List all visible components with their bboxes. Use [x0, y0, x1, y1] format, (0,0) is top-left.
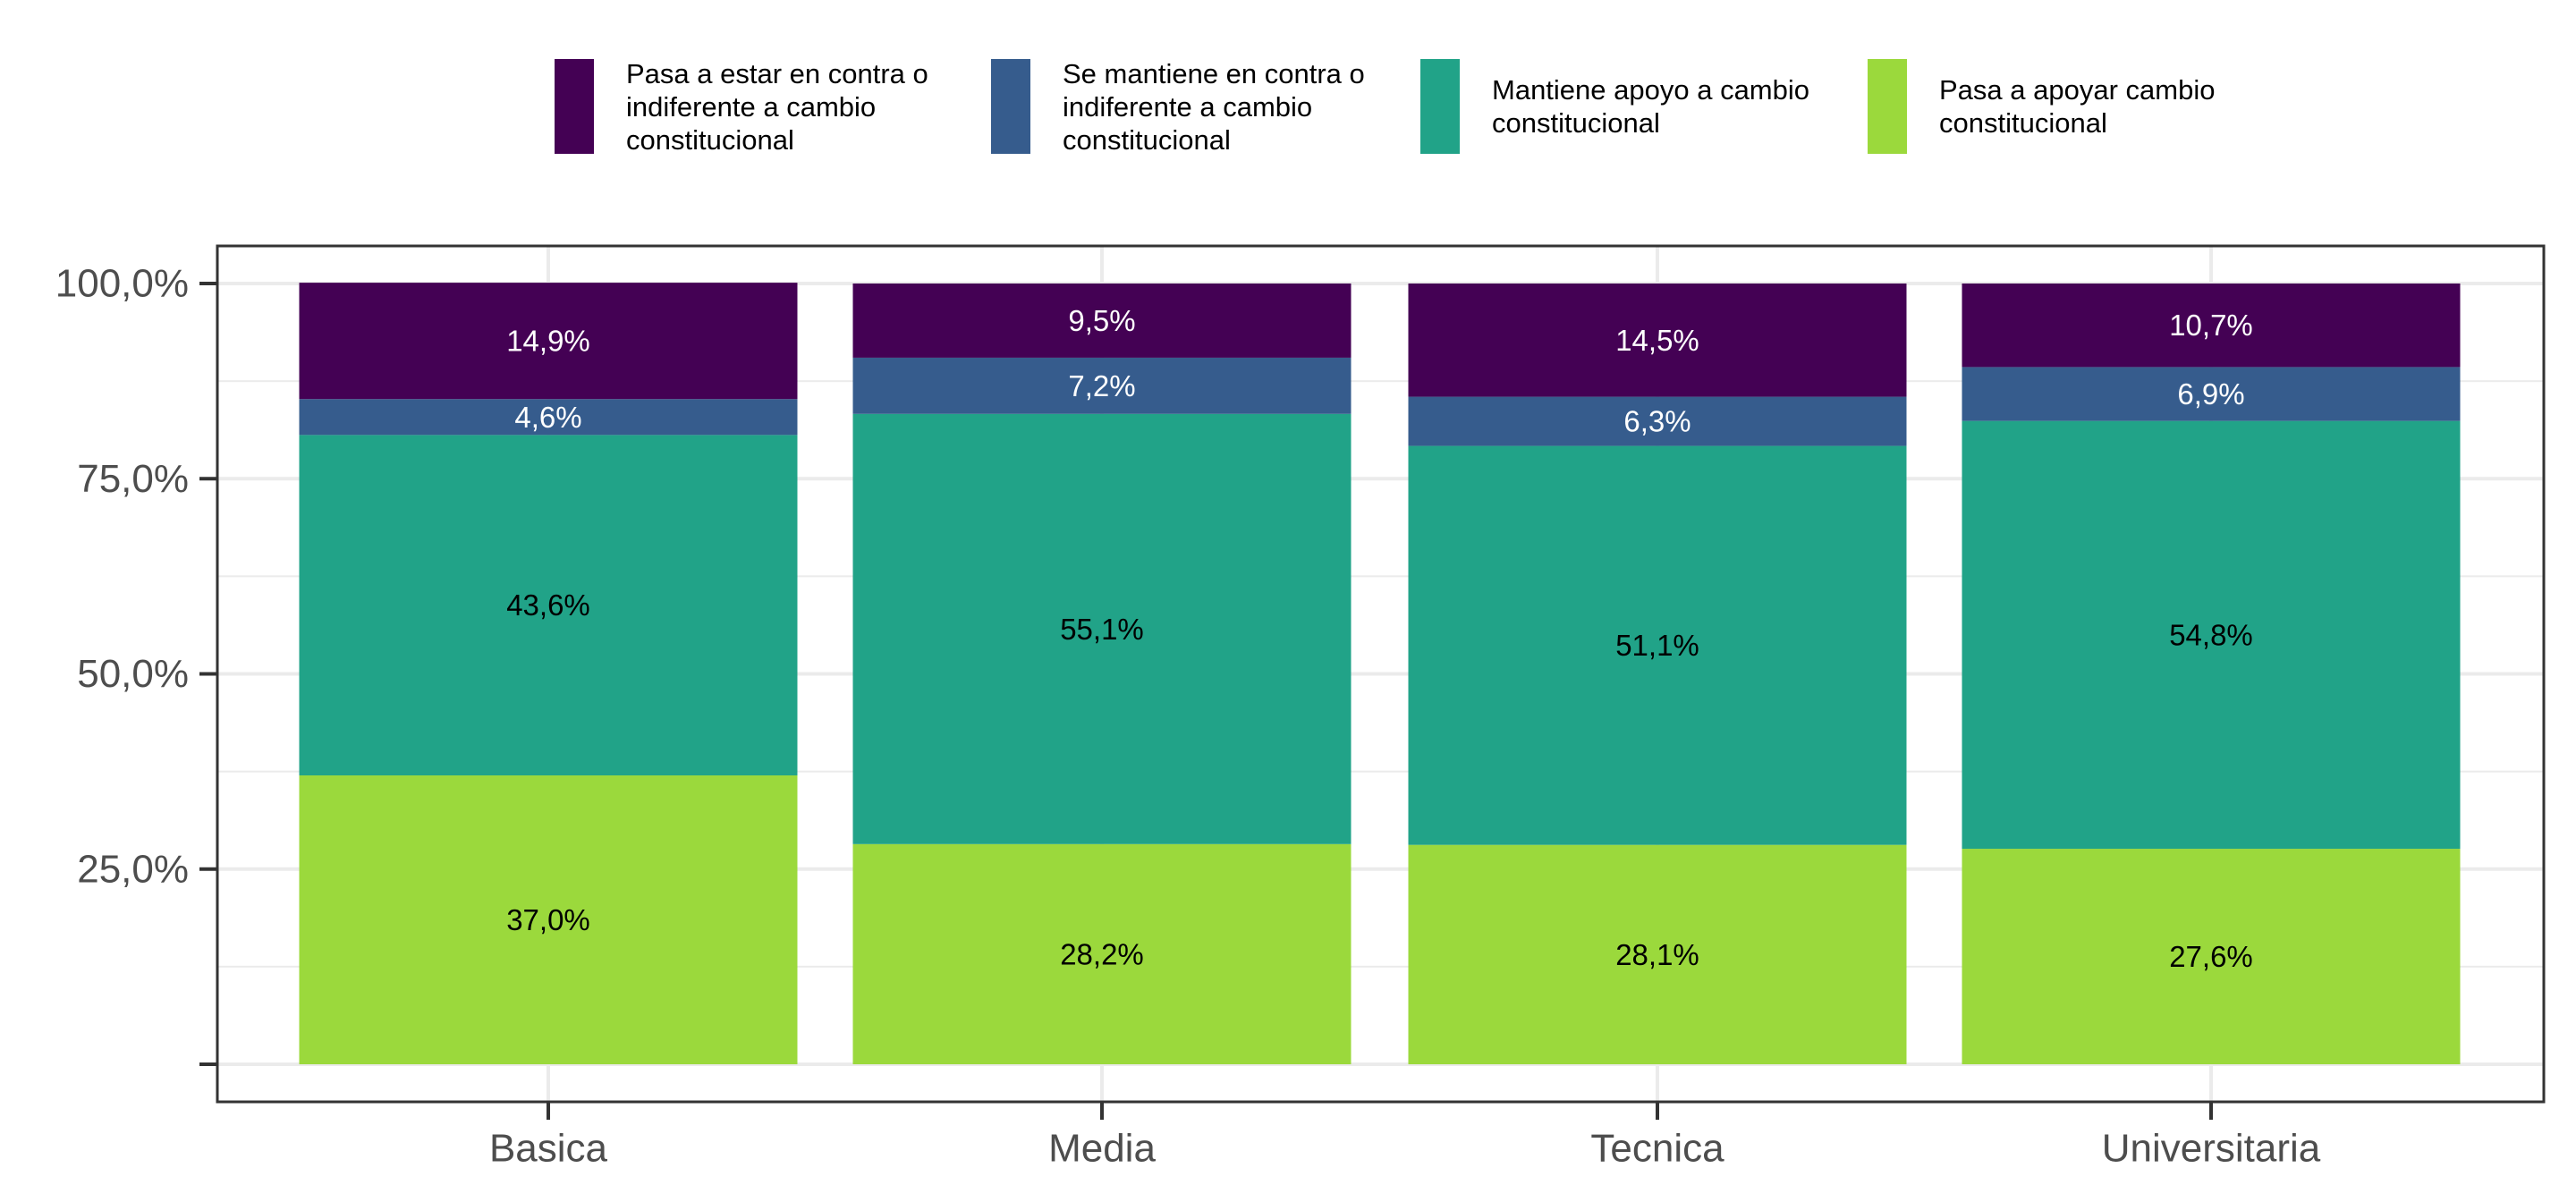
bar-segment [299, 283, 798, 400]
bar-segment [1408, 396, 1907, 446]
data-label: 27,6% [2169, 940, 2253, 973]
y-tick-label: 25,0% [77, 847, 189, 891]
bar-segment [852, 413, 1352, 844]
legend-label: Pasa a estar en contra o indiferente a c… [626, 57, 928, 156]
x-tick-label: Basica [489, 1127, 608, 1171]
y-tick-label: 100,0% [55, 262, 189, 306]
data-label: 28,2% [1060, 937, 1144, 970]
data-label: 43,6% [506, 588, 590, 622]
bar-segment [1962, 849, 2461, 1064]
data-label: 4,6% [514, 401, 581, 434]
data-label: 10,7% [2169, 309, 2253, 342]
bar-segment [1408, 844, 1907, 1064]
bar-segment [1962, 367, 2461, 421]
y-tick-label: 75,0% [77, 457, 189, 501]
x-tick-label: Media [1048, 1127, 1156, 1171]
x-tick-label: Universitaria [2102, 1127, 2321, 1171]
legend-swatch [555, 59, 594, 154]
data-label: 28,1% [1615, 938, 1699, 971]
data-label: 6,9% [2177, 377, 2244, 411]
bar-segment [852, 284, 1352, 358]
data-label: 6,3% [1623, 405, 1690, 438]
data-label: 51,1% [1615, 629, 1699, 662]
legend-swatch [1868, 59, 1907, 154]
data-label: 14,5% [1615, 324, 1699, 357]
legend-swatch [991, 59, 1030, 154]
bar-segment [299, 399, 798, 436]
bar-segment [299, 775, 798, 1064]
legend-label: Pasa a apoyar cambio constitucional [1939, 74, 2216, 139]
data-label: 55,1% [1060, 613, 1144, 646]
legend-label: Mantiene apoyo a cambio constitucional [1492, 74, 1810, 139]
legend-label: Se mantiene en contra o indiferente a ca… [1063, 57, 1365, 156]
bar-segment [852, 357, 1352, 414]
bar-segment [299, 435, 798, 775]
data-label: 37,0% [506, 903, 590, 936]
legend: Pasa a estar en contra o indiferente a c… [555, 57, 2254, 159]
data-label: 7,2% [1068, 369, 1135, 402]
bar-segment [1408, 445, 1907, 845]
bar-segment [852, 843, 1352, 1064]
data-label: 54,8% [2169, 618, 2253, 651]
data-label: 14,9% [506, 325, 590, 358]
legend-swatch [1420, 59, 1460, 154]
bar-segment [1408, 284, 1907, 397]
data-label: 9,5% [1068, 304, 1135, 337]
bar-segment [1962, 420, 2461, 850]
x-tick-label: Tecnica [1590, 1127, 1724, 1171]
bar-segment [1962, 284, 2461, 368]
y-tick-label: 50,0% [77, 652, 189, 696]
